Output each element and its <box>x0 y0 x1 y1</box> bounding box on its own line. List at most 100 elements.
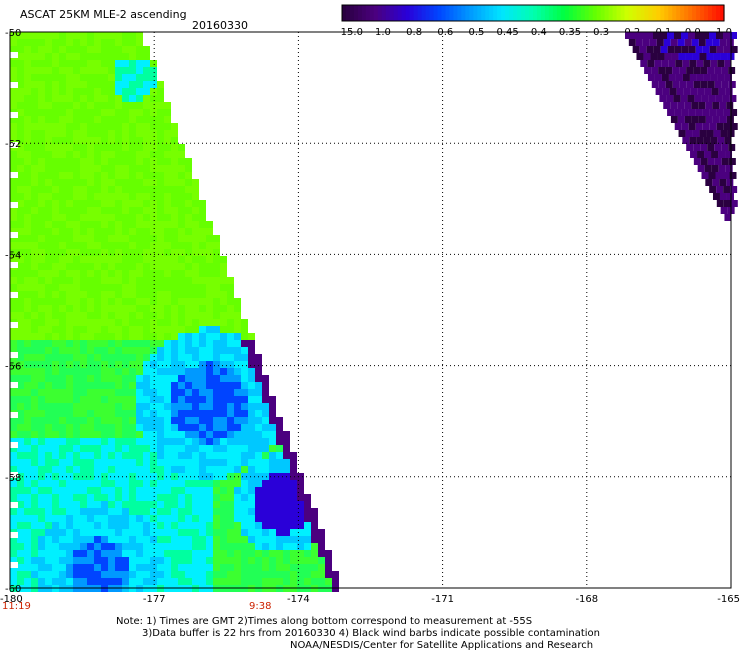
color-bar-segment <box>680 5 685 21</box>
color-bar-segment <box>660 5 665 21</box>
color-bar-segment <box>429 5 435 21</box>
color-bar-segment <box>608 5 614 21</box>
color-bar-segment <box>529 5 534 21</box>
time-label-end: 9:38 <box>249 601 272 612</box>
color-bar-segment <box>389 5 395 21</box>
color-bar-segment <box>473 5 478 21</box>
color-bar-segment <box>560 5 566 21</box>
color-bar-segment <box>712 5 717 21</box>
longitude-ticks: -180 -177 -174 -171 -168 -165 <box>0 594 740 605</box>
latitude-tick-label: -58 <box>5 473 21 484</box>
color-bar-segment <box>513 5 518 21</box>
color-bar-segment <box>477 5 482 21</box>
color-bar-segment <box>385 5 391 21</box>
color-bar-segment <box>425 5 431 21</box>
color-bar-segment <box>692 5 697 21</box>
color-bar-segment <box>580 5 586 21</box>
map-frame <box>9 31 732 589</box>
color-bar-segment <box>521 5 526 21</box>
color-bar-segment <box>600 5 606 21</box>
color-bar-segment <box>449 5 455 21</box>
note-line-2: 3)Data buffer is 22 hrs from 20160330 4)… <box>142 628 600 639</box>
color-bar-segment <box>592 5 598 21</box>
color-bar-segment <box>616 5 622 21</box>
color-bar-segment <box>409 5 415 21</box>
color-bar-segment <box>604 5 610 21</box>
color-bar-segment <box>461 5 466 21</box>
color-bar-segment <box>628 5 634 21</box>
color-bar-segment <box>357 5 363 21</box>
color-bar-segment <box>457 5 462 21</box>
swath-right <box>625 32 738 221</box>
color-bar-segment <box>716 5 721 21</box>
color-bar-segment <box>485 5 490 21</box>
color-bar-segment <box>640 5 646 21</box>
longitude-tick-label: -171 <box>431 594 454 605</box>
color-bar-segment <box>652 5 657 21</box>
color-bar-segment <box>365 5 371 21</box>
color-bar-segment <box>684 5 689 21</box>
color-bar-segment <box>572 5 578 21</box>
color-bar-segment <box>636 5 642 21</box>
color-bar-segment <box>349 5 355 21</box>
color-bar-segment <box>361 5 367 21</box>
color-bar-segment <box>548 5 554 21</box>
color-bar-segment <box>417 5 423 21</box>
color-bar-segment <box>493 5 498 21</box>
color-bar-segment <box>401 5 407 21</box>
color-bar-segment <box>644 5 649 21</box>
color-bar <box>341 4 725 22</box>
swath-left <box>10 32 339 592</box>
color-bar-segment <box>393 5 399 21</box>
color-bar-segment <box>405 5 411 21</box>
color-bar-segment <box>676 5 681 21</box>
color-bar-segment <box>505 5 510 21</box>
color-bar-segment <box>620 5 626 21</box>
color-bar-segment <box>536 5 542 21</box>
color-bar-segment <box>381 5 387 21</box>
color-bar-segment <box>533 5 538 21</box>
color-bar-segment <box>576 5 582 21</box>
color-bar-segment <box>720 5 725 21</box>
color-bar-segment <box>568 5 574 21</box>
color-bar-segment <box>445 5 451 21</box>
color-bar-segment <box>612 5 618 21</box>
longitude-tick-label: -165 <box>717 594 740 605</box>
color-bar-segment <box>564 5 570 21</box>
color-bar-segment <box>497 5 502 21</box>
color-bar-segment <box>704 5 709 21</box>
note-line-1: Note: 1) Times are GMT 2)Times along bot… <box>116 616 533 627</box>
color-bar-segment <box>397 5 403 21</box>
color-bar-segment <box>465 5 470 21</box>
color-bar-segment <box>696 5 701 21</box>
longitude-tick-label: -180 <box>0 594 23 605</box>
color-bar-segment <box>668 5 673 21</box>
longitude-tick-label: -174 <box>287 594 310 605</box>
color-bar-segment <box>708 5 713 21</box>
map-title: ASCAT 25KM MLE-2 ascending <box>20 8 187 21</box>
color-bar-segment <box>421 5 427 21</box>
longitude-tick-label: -168 <box>575 594 598 605</box>
map-grid <box>10 32 731 588</box>
color-bar-segment <box>544 5 550 21</box>
latitude-tick-label: -60 <box>5 584 21 595</box>
latitude-tick-label: -54 <box>5 250 21 261</box>
color-bar-segment <box>700 5 705 21</box>
color-bar-segment <box>632 5 638 21</box>
color-bar-segment <box>441 5 447 21</box>
color-bar-segment <box>437 5 443 21</box>
color-bar-segment <box>345 5 351 21</box>
color-bar-segment <box>525 5 530 21</box>
color-bar-segment <box>433 5 439 21</box>
color-bar-segment <box>353 5 359 21</box>
longitude-tick-label: -177 <box>143 594 166 605</box>
color-bar-segment <box>489 5 494 21</box>
color-bar-segment <box>540 5 546 21</box>
color-bar-segment <box>501 5 506 21</box>
color-bar-segment <box>596 5 602 21</box>
color-bar-segment <box>584 5 590 21</box>
color-bar-segment <box>648 5 653 21</box>
color-bar-segment <box>342 5 347 21</box>
latitude-ticks: -50 -52 -54 -56 -58 -60 <box>5 28 21 595</box>
